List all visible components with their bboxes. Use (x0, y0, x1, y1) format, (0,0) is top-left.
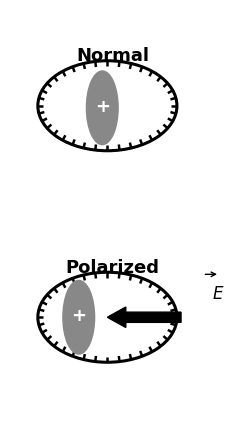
Ellipse shape (63, 280, 94, 354)
Text: +: + (71, 307, 86, 325)
Ellipse shape (38, 272, 177, 362)
Text: Polarized: Polarized (65, 259, 160, 277)
Ellipse shape (38, 61, 177, 151)
Text: +: + (95, 98, 110, 116)
Text: Normal: Normal (76, 47, 149, 66)
Text: E: E (213, 285, 223, 302)
FancyArrow shape (107, 307, 181, 327)
Ellipse shape (86, 71, 118, 145)
